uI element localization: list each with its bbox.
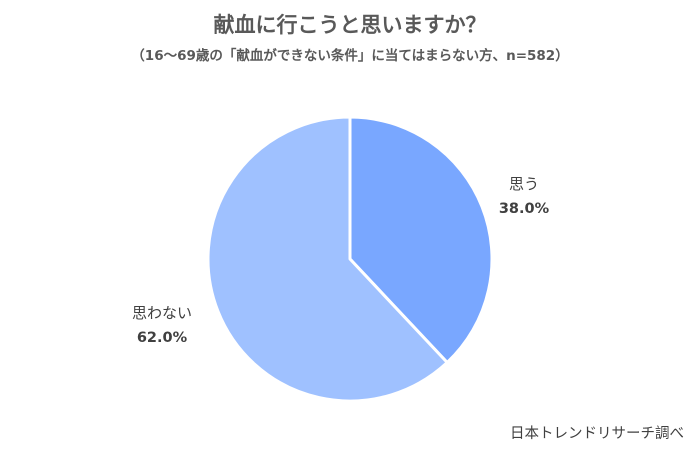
pie-slices	[206, 115, 494, 403]
source-credit: 日本トレンドリサーチ調べ	[510, 425, 684, 442]
pie-slice-omowanai	[206, 115, 449, 403]
slice-value-omou: 38.0%	[499, 201, 550, 217]
chart-title: 献血に行こうと思いますか？	[214, 13, 487, 37]
slice-label-omou: 思う	[509, 175, 539, 193]
pie-slice-omou	[348, 115, 494, 365]
chart-subtitle: （16～69歳の「献血ができない条件」に当てはまらない方、n=582）	[131, 47, 568, 64]
slice-value-omowanai: 62.0%	[137, 330, 188, 346]
slice-label-omowanai: 思わない	[132, 304, 192, 322]
